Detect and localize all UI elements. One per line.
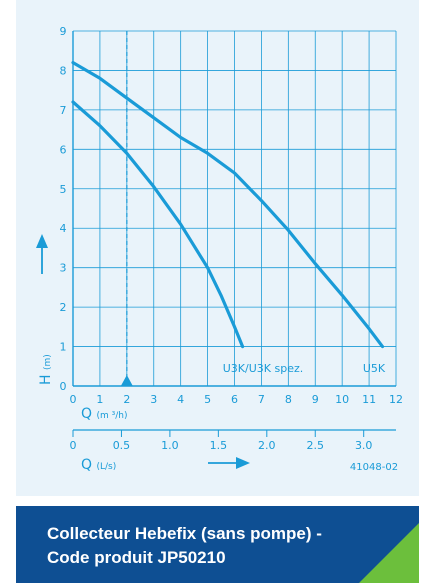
x-tick-label: 10 (335, 393, 349, 406)
x-axis-label-secondary: Q (L/s) (81, 457, 116, 473)
x-tick-label: 6 (231, 393, 238, 406)
marker-triangle (120, 375, 133, 386)
y-axis-unit: (m) (43, 354, 53, 370)
x-tick-label: 1 (96, 393, 103, 406)
x-axis-unit-primary: (m ³/h) (96, 411, 127, 421)
secondary-tick-label: 3.0 (355, 439, 373, 452)
x-tick-label: 12 (389, 393, 403, 406)
x-tick-label: 5 (204, 393, 211, 406)
secondary-tick-label: 0 (70, 439, 77, 452)
x-tick-label: 4 (177, 393, 184, 406)
x-tick-label: 3 (150, 393, 157, 406)
banner-text: Collecteur Hebefix (sans pompe) - Code p… (47, 522, 367, 570)
banner-line-2: Code produit JP50210 (47, 548, 226, 567)
series-label-2: U5K (363, 362, 386, 375)
x-axis-label-primary: Q (m ³/h) (81, 406, 127, 422)
banner-accent-triangle (359, 523, 419, 583)
y-tick-label: 5 (60, 183, 67, 196)
x-tick-label: 11 (362, 393, 376, 406)
y-tick-label: 9 (60, 25, 67, 38)
y-tick-label: 8 (60, 64, 67, 77)
series-line-2 (71, 61, 385, 349)
pump-curve-chart: U3K/U3K spez. U5K 0 1 2 3 4 5 6 7 8 9 H (m) 0 1 2 3 4 5 6 7 8… (16, 0, 419, 496)
product-banner: Collecteur Hebefix (sans pompe) - Code p… (16, 506, 419, 583)
series-line-1 (71, 100, 245, 349)
y-tick-label: 0 (60, 380, 67, 393)
y-tick-label: 4 (60, 222, 67, 235)
secondary-tick-label: 2.5 (307, 439, 325, 452)
banner-line-1: Collecteur Hebefix (sans pompe) - (47, 524, 322, 543)
y-tick-label: 6 (60, 143, 67, 156)
x-tick-label: 0 (70, 393, 77, 406)
secondary-tick-label: 1.0 (161, 439, 179, 452)
y-tick-label: 7 (60, 104, 67, 117)
secondary-tick-label: 2.0 (258, 439, 276, 452)
y-arrow-head (36, 234, 48, 248)
secondary-tick-label: 1.5 (210, 439, 228, 452)
x-tick-label: 9 (312, 393, 319, 406)
x-tick-label: 2 (123, 393, 130, 406)
x-axis-unit-secondary: (L/s) (96, 462, 116, 472)
x-tick-label: 8 (285, 393, 292, 406)
y-axis-label: H (m) (38, 354, 54, 385)
figure-code: 41048-02 (350, 462, 398, 473)
series-label-1: U3K/U3K spez. (223, 362, 303, 375)
y-tick-label: 1 (60, 341, 67, 354)
x-tick-label: 7 (258, 393, 265, 406)
secondary-tick-label: 0.5 (113, 439, 131, 452)
y-tick-label: 3 (60, 262, 67, 275)
y-tick-label: 2 (60, 301, 67, 314)
x-arrow-head (236, 457, 250, 469)
